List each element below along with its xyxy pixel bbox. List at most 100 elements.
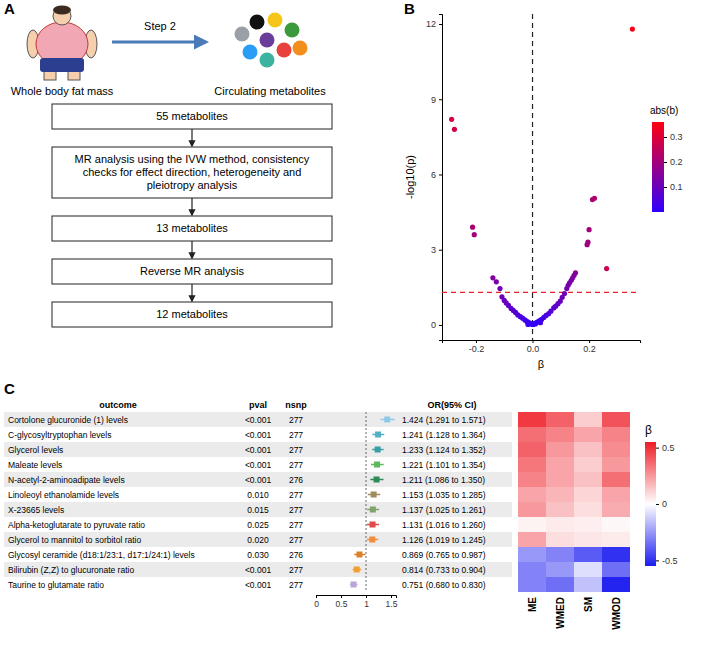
or-point xyxy=(370,522,376,528)
outcome-label: Maleate levels xyxy=(8,460,62,470)
or-label: 1.241 (1.128 to 1.364) xyxy=(402,430,486,440)
colorbar-tick: 0.2 xyxy=(664,157,683,167)
point xyxy=(449,117,454,122)
outcome-label: C-glycosyltryptophan levels xyxy=(8,430,111,440)
heatmap-cell xyxy=(518,577,546,592)
heatmap-column-label: ME xyxy=(527,597,538,612)
heatmap-column-label: SM xyxy=(583,597,594,612)
or-label: 1.137 (1.025 to 1.261) xyxy=(402,505,486,515)
row-stripe xyxy=(4,442,512,457)
point xyxy=(586,227,591,232)
nsnp-label: 277 xyxy=(289,505,303,515)
or-label: 1.126 (1.019 to 1.245) xyxy=(402,535,486,545)
flow-arrow xyxy=(191,241,192,258)
metabolite-circle xyxy=(293,41,308,56)
heatmap-cell xyxy=(574,532,602,547)
heatmap-cell xyxy=(546,457,574,472)
row-stripe xyxy=(4,502,512,517)
heatmap-cell xyxy=(518,442,546,457)
column-header: pval xyxy=(249,400,267,410)
point xyxy=(472,232,477,237)
heatmap-cell xyxy=(574,487,602,502)
or-label: 1.221 (1.101 to 1.354) xyxy=(402,460,486,470)
heatmap-cell xyxy=(518,472,546,487)
panel-label: B xyxy=(404,0,415,17)
flow-box-text: MR analysis using the IVW method, consis… xyxy=(75,153,310,191)
person-icon-part xyxy=(40,58,84,72)
nsnp-label: 277 xyxy=(289,415,303,425)
or-label: 1.233 (1.124 to 1.352) xyxy=(402,445,486,455)
pval-label: 0.025 xyxy=(247,520,269,530)
point xyxy=(538,320,543,325)
row-stripe xyxy=(4,412,512,427)
or-point xyxy=(371,492,377,498)
heatmap-cell xyxy=(602,487,630,502)
point xyxy=(630,26,635,31)
flow-box-frame xyxy=(52,216,332,241)
colorbar-tick-label: 0.2 xyxy=(670,157,683,167)
forest-x-tick-label: 0.5 xyxy=(336,599,348,609)
heatmap-cell xyxy=(574,472,602,487)
heatmap-cell xyxy=(546,577,574,592)
pval-label: 0.015 xyxy=(247,505,269,515)
pval-label: 0.030 xyxy=(247,550,269,560)
or-point xyxy=(369,537,375,543)
forest-x-tick-label: 1 xyxy=(364,599,369,609)
pval-label: <0.001 xyxy=(245,475,272,485)
heatmap-cell xyxy=(518,457,546,472)
y-tick: 6 xyxy=(431,170,442,180)
flow-box-frame xyxy=(52,259,332,284)
or-point xyxy=(374,477,380,483)
heatmap-colorbar-tick-mark xyxy=(656,448,659,449)
heatmap-cell xyxy=(574,562,602,577)
y-tick-mark xyxy=(439,24,442,25)
colorbar-tick-label: 0.3 xyxy=(670,132,683,142)
heatmap-colorbar-tick: 0 xyxy=(656,499,667,509)
heatmap-cell xyxy=(546,427,574,442)
nsnp-label: 277 xyxy=(289,535,303,545)
forest-x-tick: 1.5 xyxy=(386,595,398,609)
reference-line xyxy=(532,14,533,340)
outcome-label: Glycerol to mannitol to sorbitol ratio xyxy=(8,535,141,545)
heatmap xyxy=(518,412,630,592)
x-tick: 0.0 xyxy=(527,340,540,354)
flow-box: Reverse MR analysis xyxy=(52,259,332,284)
heatmap-cell xyxy=(574,502,602,517)
y-axis: 036912 xyxy=(426,15,443,341)
heatmap-cell xyxy=(546,547,574,562)
heatmap-column-label: WMED xyxy=(555,597,566,629)
heatmap-cell xyxy=(602,577,630,592)
heatmap-cell xyxy=(546,412,574,427)
colorbar xyxy=(645,442,656,566)
heatmap-colorbar-tick-label: -0.5 xyxy=(662,556,678,566)
person-icon xyxy=(27,6,97,81)
y-tick-mark xyxy=(439,250,442,251)
heatmap-cell xyxy=(602,412,630,427)
heatmap-cell xyxy=(602,547,630,562)
nsnp-label: 277 xyxy=(289,520,303,530)
point xyxy=(533,321,538,326)
nsnp-label: 277 xyxy=(289,490,303,500)
flow-box-frame xyxy=(52,104,332,129)
x-tick-label: -0.2 xyxy=(469,344,485,354)
heatmap-cell xyxy=(574,457,602,472)
row-stripes xyxy=(4,412,512,577)
metabolite-circle xyxy=(268,13,283,28)
y-axis-line xyxy=(439,15,443,341)
step-arrow xyxy=(112,41,206,44)
metabolite-circle xyxy=(285,23,300,38)
x-tick-mark xyxy=(476,340,477,343)
x-tick-label: 0.2 xyxy=(583,344,596,354)
or-point xyxy=(374,462,380,468)
nsnp-label: 276 xyxy=(289,475,303,485)
flow-box-text: 12 metabolites xyxy=(156,308,228,320)
x-tick-label: 0.0 xyxy=(527,344,540,354)
flow-box-text: 55 metabolites xyxy=(156,110,228,122)
forest-x-tick: 0.5 xyxy=(336,595,348,609)
heatmap-cell xyxy=(602,472,630,487)
row-stripe xyxy=(4,532,512,547)
heatmap-cell xyxy=(574,442,602,457)
heatmap-column-label: WMOD xyxy=(611,597,622,630)
point xyxy=(525,322,530,327)
heatmap-cell xyxy=(574,517,602,532)
